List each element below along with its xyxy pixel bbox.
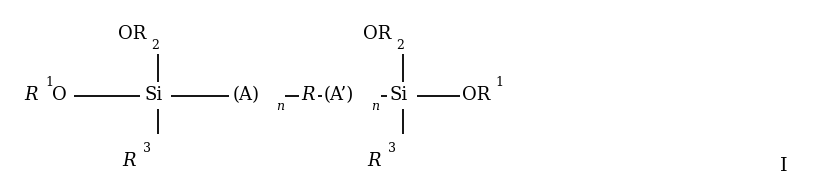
Text: n: n <box>276 100 285 113</box>
Text: (A’): (A’) <box>323 87 354 104</box>
Text: R: R <box>122 152 135 170</box>
Text: OR: OR <box>363 25 391 43</box>
Text: 1: 1 <box>495 76 503 89</box>
Text: Si: Si <box>389 87 408 104</box>
Text: 1: 1 <box>45 76 54 89</box>
Text: R: R <box>25 87 38 104</box>
Text: 3: 3 <box>388 142 396 155</box>
Text: 2: 2 <box>396 39 404 52</box>
Text: I: I <box>780 157 788 175</box>
Text: (A): (A) <box>233 87 260 104</box>
Text: R: R <box>301 87 314 104</box>
Text: O: O <box>52 87 67 104</box>
Text: 2: 2 <box>151 39 159 52</box>
Text: n: n <box>371 100 380 113</box>
Text: Si: Si <box>144 87 163 104</box>
Text: 3: 3 <box>143 142 151 155</box>
Text: R: R <box>367 152 380 170</box>
Text: OR: OR <box>118 25 146 43</box>
Text: OR: OR <box>462 87 490 104</box>
